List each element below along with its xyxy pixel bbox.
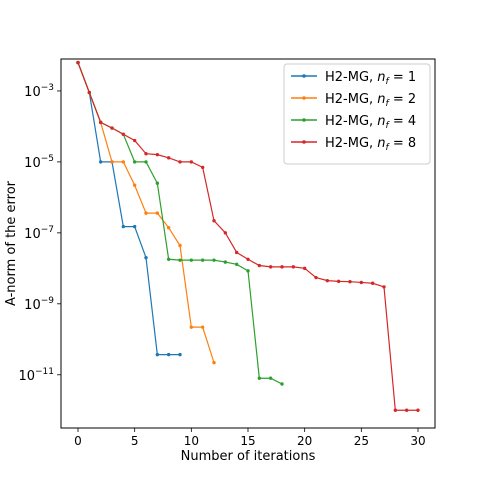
data-point — [280, 265, 284, 269]
y-tick-label: 10−5 — [24, 154, 54, 171]
data-point — [178, 258, 182, 262]
data-point — [257, 263, 262, 268]
data-point — [268, 265, 273, 269]
legend-marker — [302, 74, 306, 78]
data-point — [212, 360, 216, 365]
y-axis-label: A-norm of the error — [4, 180, 19, 306]
data-point — [121, 160, 126, 164]
x-tick-label: 5 — [131, 434, 139, 448]
data-point — [166, 225, 171, 230]
data-point — [212, 258, 216, 262]
data-point — [98, 160, 103, 164]
data-point — [223, 260, 228, 264]
data-point — [155, 152, 160, 157]
data-point — [302, 266, 307, 271]
data-point — [200, 165, 205, 170]
data-point — [370, 281, 375, 285]
data-point — [314, 275, 318, 280]
data-point — [155, 352, 160, 357]
x-tick-label: 15 — [240, 434, 255, 448]
data-point — [144, 160, 148, 164]
x-tick-label: 0 — [74, 434, 82, 448]
data-point — [393, 408, 398, 412]
data-point — [189, 258, 194, 262]
series-layer — [76, 60, 420, 412]
data-point — [166, 257, 171, 261]
data-point — [76, 60, 80, 65]
x-tick-label: 10 — [184, 434, 199, 448]
data-point — [404, 408, 409, 412]
legend-label: H2-MG, nf = 8 — [325, 136, 416, 153]
data-point — [178, 243, 182, 248]
data-point — [223, 231, 228, 235]
y-tick-label: 10−3 — [24, 83, 54, 100]
x-axis-label: Number of iterations — [181, 449, 316, 464]
data-point — [336, 279, 341, 284]
data-point — [212, 219, 216, 223]
data-point — [121, 224, 126, 229]
data-point — [155, 181, 160, 185]
x-tick-label: 25 — [354, 434, 369, 448]
data-point — [268, 376, 273, 380]
legend-box — [283, 63, 431, 165]
data-point — [144, 211, 148, 215]
data-point — [166, 352, 171, 357]
data-point — [234, 262, 239, 266]
data-point — [189, 160, 194, 164]
legend-label: H2-MG, nf = 2 — [325, 92, 416, 109]
data-point — [132, 138, 137, 143]
data-point — [325, 278, 330, 283]
legend-marker — [302, 140, 306, 144]
data-point — [234, 250, 239, 255]
data-point — [246, 257, 250, 261]
data-point — [87, 90, 92, 95]
series-line — [77, 62, 180, 356]
data-point — [132, 224, 137, 229]
data-point — [178, 160, 182, 164]
legend-label: H2-MG, nf = 4 — [325, 114, 416, 131]
series-line — [77, 62, 283, 385]
legend-marker — [302, 96, 306, 100]
legend: H2-MG, nf = 1 H2-MG, nf = 2 H2-MG, nf = 4 H… — [283, 63, 431, 165]
data-point — [189, 325, 194, 329]
y-tick-label: 10−11 — [18, 367, 54, 384]
data-point — [200, 325, 205, 329]
x-tick-label: 30 — [410, 434, 425, 448]
data-point — [348, 280, 352, 284]
data-point — [382, 285, 386, 289]
x-tick-label: 20 — [297, 434, 312, 448]
data-point — [144, 255, 148, 260]
data-point — [178, 352, 182, 357]
data-point — [110, 126, 114, 130]
data-point — [280, 382, 284, 386]
legend-label: H2-MG, nf = 1 — [325, 70, 416, 87]
data-point — [359, 280, 364, 285]
data-point — [155, 211, 160, 215]
data-point — [121, 132, 126, 136]
data-point — [246, 269, 250, 273]
y-tick-label: 10−7 — [24, 225, 54, 242]
data-point — [291, 265, 296, 269]
legend-marker — [302, 118, 306, 122]
data-point — [98, 120, 103, 125]
data-point — [416, 408, 420, 412]
data-point — [166, 156, 171, 160]
data-point — [200, 258, 205, 262]
data-point — [132, 183, 137, 187]
y-tick-label: 10−9 — [24, 296, 54, 313]
ticks-layer: 0 5 10 15 20 25 30 10−3 10−5 10−7 10−9 10−11 — [18, 83, 425, 448]
data-point — [144, 152, 148, 156]
data-point — [257, 376, 262, 380]
data-point — [110, 160, 114, 164]
data-point — [132, 160, 137, 164]
